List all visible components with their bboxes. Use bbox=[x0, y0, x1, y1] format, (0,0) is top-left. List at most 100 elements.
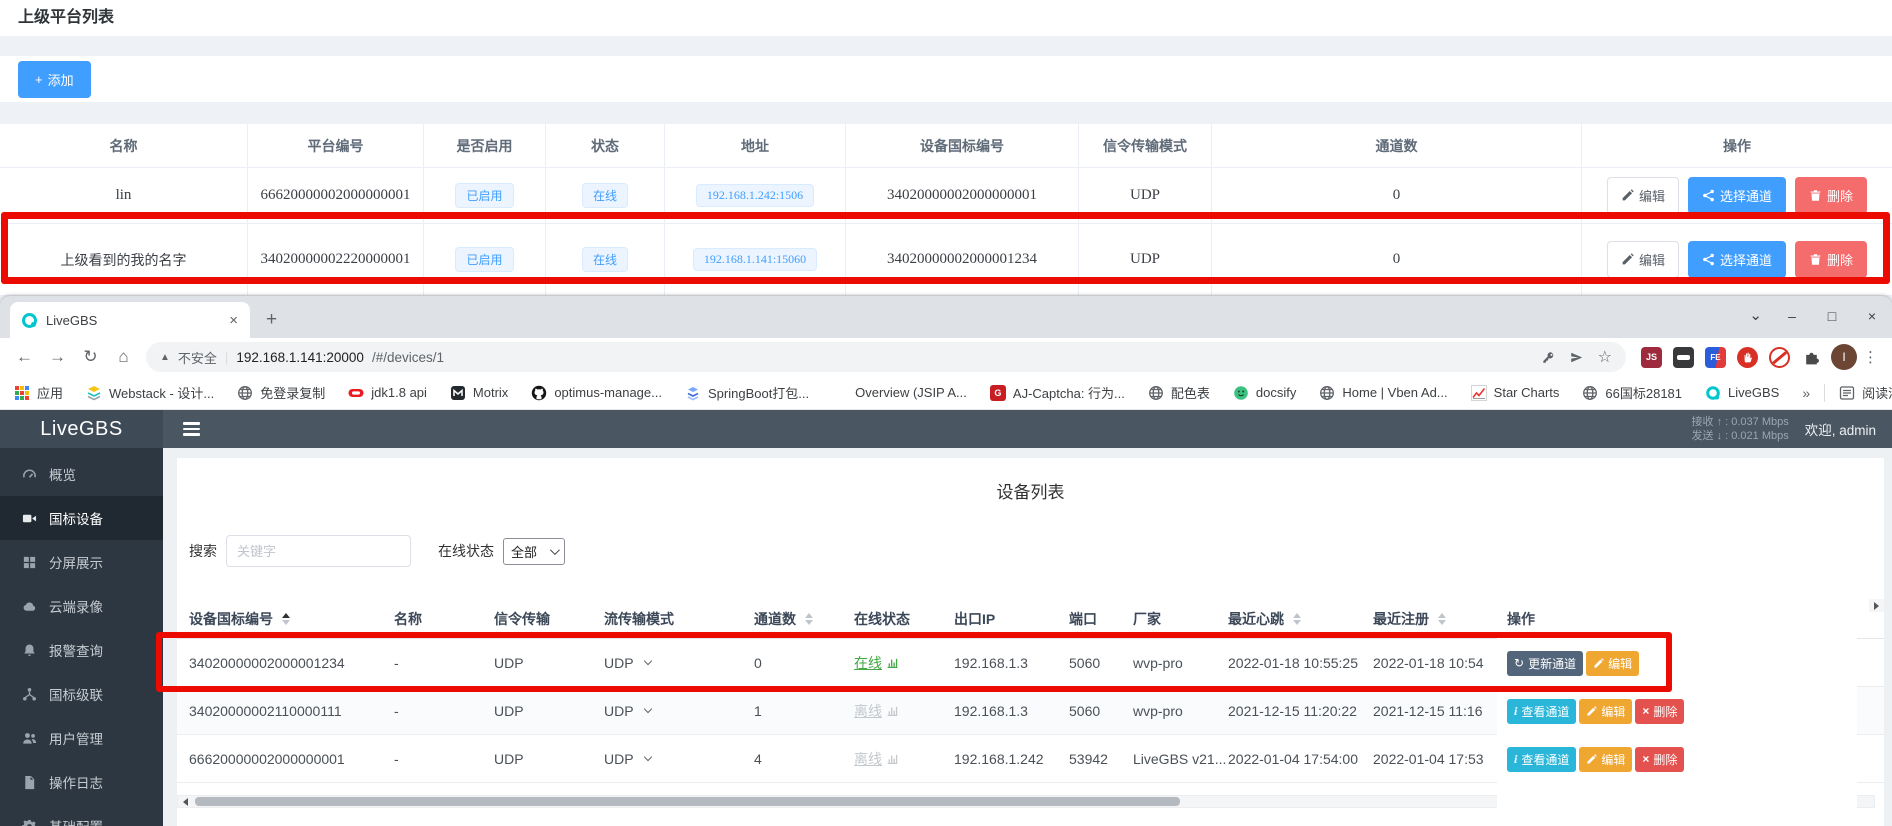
back-icon[interactable]: ← bbox=[16, 347, 33, 366]
fe-extension-icon[interactable]: FE bbox=[1705, 346, 1726, 368]
adblock-extension-icon[interactable] bbox=[1769, 346, 1790, 368]
robot-extension-icon[interactable] bbox=[1673, 346, 1694, 368]
select-channels-button[interactable]: 选择通道 bbox=[1687, 241, 1786, 278]
bookmark-jdk-api[interactable]: jdk1.8 api bbox=[348, 385, 427, 401]
delete-button[interactable]: 删除 bbox=[1795, 241, 1868, 278]
url-host: 192.168.1.141:20000 bbox=[236, 349, 364, 365]
actions-fixed-column: 操作 ↻ 更新通道 编辑 i 查看通道 编辑 × 删除 i 查看通 bbox=[1497, 599, 1857, 826]
col-last-register[interactable]: 最近注册 bbox=[1373, 609, 1533, 629]
tab-close-icon[interactable]: × bbox=[229, 311, 238, 329]
url-path: /#/devices/1 bbox=[371, 349, 444, 365]
welcome-user[interactable]: 欢迎, admin bbox=[1804, 423, 1876, 438]
livegbs-navbar: LiveGBS 接收 ↑ : 0.037 Mbps 发送 ↓ : 0.021 M… bbox=[0, 410, 1892, 448]
edit-button[interactable]: 编辑 bbox=[1586, 650, 1640, 676]
browser-menu-icon[interactable]: ⋮ bbox=[1863, 349, 1878, 366]
close-button[interactable]: × bbox=[1867, 308, 1877, 324]
sidebar-item-basic-config[interactable]: 基础配置 bbox=[0, 804, 163, 826]
sidebar-item-cloud-recording[interactable]: 云端录像 bbox=[0, 584, 163, 628]
bookmark-star-icon[interactable]: ☆ bbox=[1597, 349, 1612, 366]
forward-icon[interactable]: → bbox=[49, 347, 66, 366]
bookmark-gb28181[interactable]: 66国标28181 bbox=[1582, 383, 1682, 402]
bookmark-motrix[interactable]: Motrix bbox=[450, 385, 508, 401]
edit-button[interactable]: 编辑 bbox=[1606, 177, 1679, 214]
sidebar-item-alarm-query[interactable]: 报警查询 bbox=[0, 628, 163, 672]
send-icon[interactable] bbox=[1570, 351, 1583, 364]
select-channels-button[interactable]: 选择通道 bbox=[1687, 177, 1786, 214]
col-channels[interactable]: 通道数 bbox=[754, 609, 854, 629]
view-channels-button[interactable]: i 查看通道 bbox=[1507, 698, 1577, 724]
col-address: 地址 bbox=[665, 124, 846, 167]
offline-state-link[interactable]: 离线 bbox=[854, 749, 899, 769]
scroll-right-arrow[interactable] bbox=[1869, 599, 1884, 612]
new-tab-button[interactable]: + bbox=[266, 309, 278, 330]
search-input[interactable] bbox=[226, 535, 411, 567]
bookmark-webstack[interactable]: Webstack - 设计... bbox=[86, 383, 214, 402]
bookmark-star-charts[interactable]: Star Charts bbox=[1471, 385, 1559, 401]
delete-button[interactable]: 删除 bbox=[1795, 177, 1868, 214]
reading-list-button[interactable]: 阅读清单 bbox=[1839, 383, 1892, 402]
bookmark-livegbs[interactable]: LiveGBS bbox=[1705, 385, 1779, 401]
sort-icon bbox=[1438, 612, 1446, 625]
col-last-heartbeat[interactable]: 最近心跳 bbox=[1228, 609, 1373, 629]
extensions-puzzle-icon[interactable] bbox=[1801, 347, 1822, 368]
view-channels-button[interactable]: i 查看通道 bbox=[1507, 746, 1577, 772]
tampermonkey-extension-icon[interactable]: JS bbox=[1641, 346, 1662, 368]
x-icon: × bbox=[1642, 704, 1650, 718]
password-key-icon[interactable] bbox=[1542, 351, 1555, 364]
bars-chart-icon bbox=[886, 704, 899, 717]
scrollbar-thumb[interactable] bbox=[195, 797, 1180, 806]
bookmark-apps[interactable]: 应用 bbox=[14, 383, 63, 402]
omnibox[interactable]: ▲ 不安全 | 192.168.1.141:20000/#/devices/1 … bbox=[146, 342, 1626, 372]
add-button[interactable]: + 添加 bbox=[18, 60, 91, 98]
bookmark-vben-admin[interactable]: Home | Vben Ad... bbox=[1319, 385, 1448, 401]
home-icon[interactable]: ⌂ bbox=[118, 347, 129, 366]
col-name: 名称 bbox=[394, 610, 422, 627]
offline-state-link[interactable]: 离线 bbox=[854, 701, 899, 721]
sidebar-item-overview[interactable]: 概览 bbox=[0, 452, 163, 496]
device-row-actions: i 查看通道 编辑 × 删除 bbox=[1497, 735, 1857, 783]
sidebar-item-gb-devices[interactable]: 国标设备 bbox=[0, 496, 163, 540]
update-channels-button[interactable]: ↻ 更新通道 bbox=[1507, 650, 1584, 676]
not-secure-label: 不安全 bbox=[177, 350, 217, 366]
tab-title: LiveGBS bbox=[46, 312, 98, 328]
livegbs-logo[interactable]: LiveGBS bbox=[0, 410, 163, 448]
device-list-title: 设备列表 bbox=[996, 483, 1065, 502]
browser-tab[interactable]: LiveGBS × bbox=[10, 302, 250, 338]
delete-button[interactable]: × 删除 bbox=[1635, 698, 1685, 724]
sidebar-item-gb-cascade[interactable]: 国标级联 bbox=[0, 672, 163, 716]
window-controls: – □ × bbox=[1772, 296, 1892, 336]
delete-button[interactable]: × 删除 bbox=[1635, 746, 1685, 772]
bookmark-copy[interactable]: 免登录复制 bbox=[237, 383, 325, 402]
online-filter-select[interactable]: 全部 bbox=[503, 537, 565, 565]
sidebar-item-split-screen[interactable]: 分屏展示 bbox=[0, 540, 163, 584]
bookmark-color-table[interactable]: 配色表 bbox=[1148, 383, 1210, 402]
bookmark-docsify[interactable]: docsify bbox=[1233, 385, 1296, 401]
info-icon: i bbox=[1514, 751, 1518, 766]
col-enabled: 是否启用 bbox=[424, 124, 546, 167]
edit-button[interactable]: 编辑 bbox=[1579, 746, 1633, 772]
profile-avatar[interactable]: I bbox=[1831, 344, 1857, 370]
horizontal-scrollbar[interactable] bbox=[177, 599, 1884, 808]
bookmark-aj-captcha[interactable]: G AJ-Captcha: 行为... bbox=[989, 383, 1125, 402]
bookmarks-overflow-icon[interactable]: » bbox=[1802, 384, 1811, 401]
sidebar-item-operation-log[interactable]: 操作日志 bbox=[0, 760, 163, 804]
col-online-state: 在线状态 bbox=[854, 610, 910, 627]
stop-hand-extension-icon[interactable] bbox=[1737, 346, 1758, 368]
maximize-button[interactable]: □ bbox=[1827, 308, 1837, 324]
table-row: lin 66620000002000000001 已启用 在线 192.168.… bbox=[0, 168, 1892, 224]
tab-search-chevron-icon[interactable]: ⌄ bbox=[1749, 307, 1762, 324]
bookmark-springboot[interactable]: SpringBoot打包... bbox=[685, 383, 809, 402]
bookmark-jsip-overview[interactable]: Overview (JSIP A... bbox=[832, 385, 967, 401]
sidebar-item-user-management[interactable]: 用户管理 bbox=[0, 716, 163, 760]
col-actions: 操作 bbox=[1723, 137, 1751, 154]
reload-icon[interactable]: ↻ bbox=[83, 347, 98, 366]
edit-button[interactable]: 编辑 bbox=[1606, 241, 1679, 278]
minimize-button[interactable]: – bbox=[1788, 308, 1796, 324]
col-device-gb-id[interactable]: 设备国标编号 bbox=[189, 609, 394, 629]
edit-button[interactable]: 编辑 bbox=[1579, 698, 1633, 724]
online-state-link[interactable]: 在线 bbox=[854, 653, 899, 673]
scroll-left-arrow[interactable] bbox=[178, 796, 193, 807]
bookmark-github-optimus[interactable]: optimus-manage... bbox=[531, 385, 662, 401]
sidebar-toggle-icon[interactable] bbox=[183, 422, 200, 436]
